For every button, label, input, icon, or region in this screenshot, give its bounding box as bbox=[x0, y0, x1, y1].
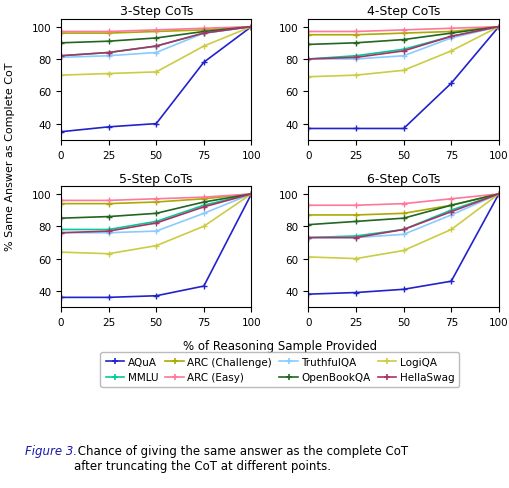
Title: 3-Step CoTs: 3-Step CoTs bbox=[120, 5, 193, 19]
Legend: AQuA, MMLU, ARC (Challenge), ARC (Easy), TruthfulQA, OpenBookQA, LogiQA, HellaSw: AQuA, MMLU, ARC (Challenge), ARC (Easy),… bbox=[100, 352, 460, 387]
Text: Figure 3.: Figure 3. bbox=[25, 444, 77, 457]
Title: 4-Step CoTs: 4-Step CoTs bbox=[367, 5, 440, 19]
Text: % of Reasoning Sample Provided: % of Reasoning Sample Provided bbox=[183, 339, 377, 352]
Title: 6-Step CoTs: 6-Step CoTs bbox=[367, 172, 440, 185]
Text: % Same Answer as Complete CoT: % Same Answer as Complete CoT bbox=[5, 62, 15, 250]
Title: 5-Step CoTs: 5-Step CoTs bbox=[120, 172, 193, 185]
Text: Chance of giving the same answer as the complete CoT
after truncating the CoT at: Chance of giving the same answer as the … bbox=[74, 444, 408, 472]
